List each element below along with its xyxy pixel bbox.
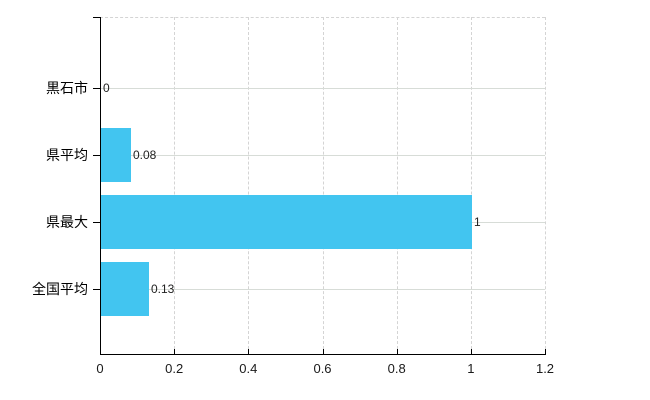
x-axis-line xyxy=(100,354,546,355)
bar-value-label: 0 xyxy=(103,81,110,95)
y-axis-line xyxy=(100,17,101,355)
x-tick xyxy=(248,349,250,354)
x-tick xyxy=(322,349,324,354)
gridline-horizontal xyxy=(100,155,545,156)
gridline-vertical xyxy=(470,17,472,354)
plot-top-border xyxy=(100,17,545,18)
gridline-horizontal xyxy=(100,289,545,290)
x-tick xyxy=(174,349,176,354)
category-label: 県最大 xyxy=(46,214,88,230)
x-tick-label: 1 xyxy=(467,361,475,376)
gridline-horizontal xyxy=(100,88,545,89)
y-tick xyxy=(93,88,100,89)
x-tick-label: 0.6 xyxy=(313,361,332,376)
y-tick xyxy=(93,17,100,18)
y-tick xyxy=(93,289,100,290)
x-tick-label: 0 xyxy=(96,361,104,376)
gridline-vertical xyxy=(248,17,250,354)
x-tick xyxy=(545,349,546,354)
bar-value-label: 1 xyxy=(474,215,481,229)
gridline-vertical xyxy=(174,17,176,354)
x-tick xyxy=(396,349,398,354)
x-tick-label: 0.4 xyxy=(239,361,258,376)
y-tick xyxy=(93,222,100,223)
y-tick xyxy=(93,155,100,156)
bar-value-label: 0.13 xyxy=(151,282,175,296)
category-label: 全国平均 xyxy=(32,281,88,297)
gridline-vertical xyxy=(545,17,546,354)
x-tick-label: 0.2 xyxy=(165,361,184,376)
bar-value-label: 0.08 xyxy=(133,148,157,162)
bar xyxy=(101,195,472,249)
gridline-vertical xyxy=(396,17,398,354)
category-label: 黒石市 xyxy=(46,80,88,96)
bar xyxy=(101,262,149,316)
category-label: 県平均 xyxy=(46,147,88,163)
x-tick xyxy=(470,349,472,354)
x-tick-label: 0.8 xyxy=(387,361,406,376)
x-tick-label: 1.2 xyxy=(535,361,555,376)
bar xyxy=(101,128,131,182)
gridline-vertical xyxy=(322,17,324,354)
